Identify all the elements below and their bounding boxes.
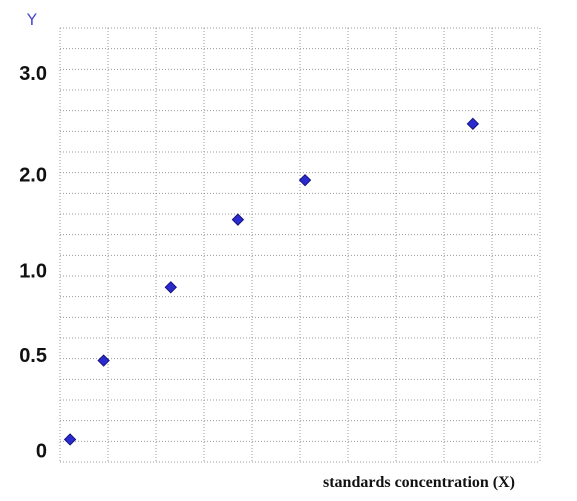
y-tick-label: 2.0 (19, 165, 47, 187)
y-tick-label: 3.0 (19, 63, 47, 85)
grid (59, 27, 541, 463)
data-point (466, 117, 480, 131)
y-tick-label: 1.0 (19, 260, 47, 282)
data-point (63, 433, 77, 446)
data-point (97, 354, 110, 367)
y-axis-label: Y (26, 10, 37, 29)
data-point (164, 281, 177, 294)
y-tick-label: 0.5 (19, 345, 47, 367)
data-points (63, 117, 480, 446)
data-point (298, 173, 312, 187)
x-axis-label: standards concentration (X) (323, 474, 515, 491)
y-tick-label: 0 (36, 441, 47, 463)
y-tick-labels: 3.0 2.0 1.0 0.5 0 (19, 63, 47, 463)
data-point (231, 213, 245, 226)
